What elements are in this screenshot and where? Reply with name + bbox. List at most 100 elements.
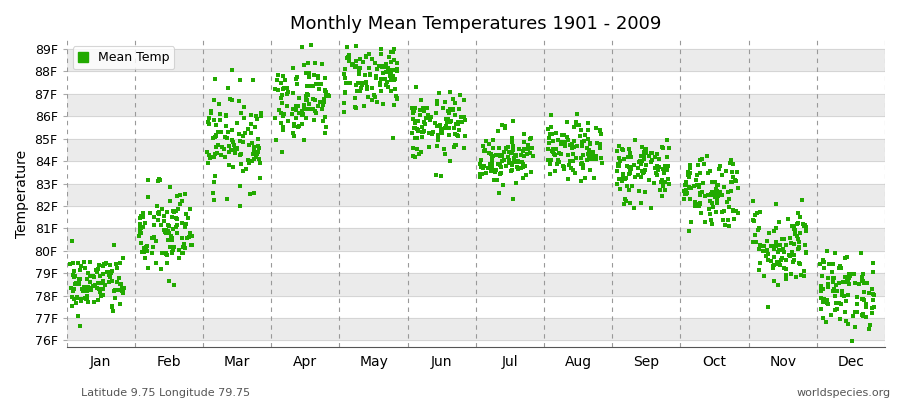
Point xyxy=(548,168,562,174)
Point xyxy=(132,232,147,239)
Point xyxy=(110,265,124,271)
Point xyxy=(352,67,366,73)
Point xyxy=(524,168,538,175)
Point xyxy=(416,104,430,111)
Point xyxy=(692,202,706,209)
Point xyxy=(105,278,120,284)
Point xyxy=(81,284,95,290)
Point xyxy=(200,149,214,155)
Point xyxy=(863,322,878,328)
Point xyxy=(451,120,465,127)
Point xyxy=(268,114,283,121)
Point xyxy=(167,282,182,288)
Text: Jan: Jan xyxy=(90,355,112,369)
Point xyxy=(710,182,724,188)
Point xyxy=(151,176,166,182)
Point xyxy=(441,108,455,114)
Point xyxy=(639,162,653,168)
Point xyxy=(363,72,377,78)
Point xyxy=(709,198,724,204)
Point xyxy=(454,118,469,125)
Point xyxy=(656,183,670,189)
Point xyxy=(507,154,521,161)
Point xyxy=(355,80,369,86)
Point xyxy=(253,175,267,182)
Point xyxy=(660,167,674,173)
Point xyxy=(510,159,525,166)
Point xyxy=(374,51,388,58)
Point xyxy=(611,162,625,169)
Point xyxy=(365,56,380,62)
Point xyxy=(562,158,577,164)
Point xyxy=(431,136,446,142)
Point xyxy=(361,93,375,100)
Point xyxy=(437,99,452,106)
Bar xyxy=(67,139,885,161)
Point xyxy=(610,168,625,174)
Point xyxy=(499,125,513,132)
Point xyxy=(568,170,582,176)
Point xyxy=(724,188,738,194)
Point xyxy=(828,306,842,313)
Point xyxy=(418,115,433,122)
Point xyxy=(379,64,393,70)
Point xyxy=(548,130,562,136)
Point xyxy=(655,144,670,150)
Point xyxy=(847,271,861,278)
Point xyxy=(547,151,562,157)
Point xyxy=(390,66,404,72)
Point xyxy=(709,186,724,192)
Point xyxy=(635,170,650,176)
Point xyxy=(582,140,597,147)
Point xyxy=(679,180,693,186)
Point xyxy=(521,146,535,152)
Point xyxy=(708,209,723,215)
Point xyxy=(556,163,571,169)
Point xyxy=(500,162,514,169)
Point xyxy=(486,136,500,143)
Point xyxy=(72,281,86,288)
Point xyxy=(500,143,515,150)
Point xyxy=(171,206,185,212)
Point xyxy=(569,122,583,128)
Point xyxy=(752,209,767,215)
Point xyxy=(790,246,805,252)
Point xyxy=(787,226,801,232)
Point xyxy=(175,198,189,204)
Point xyxy=(107,288,122,294)
Point xyxy=(302,83,317,89)
Point xyxy=(147,222,161,228)
Point xyxy=(318,75,332,81)
Point xyxy=(773,261,788,268)
Point xyxy=(73,276,87,282)
Point xyxy=(155,206,169,212)
Point xyxy=(726,216,741,222)
Point xyxy=(678,191,692,198)
Point xyxy=(103,273,117,280)
Point xyxy=(712,166,726,172)
Point xyxy=(446,125,461,132)
Point xyxy=(209,133,223,139)
Point xyxy=(634,158,649,164)
Point xyxy=(829,300,843,307)
Point xyxy=(220,85,235,92)
Point xyxy=(623,168,637,175)
Point xyxy=(165,237,179,243)
Point xyxy=(307,117,321,123)
Point xyxy=(139,244,153,250)
Point xyxy=(230,146,244,152)
Point xyxy=(244,112,258,118)
Point xyxy=(108,261,122,268)
Point xyxy=(355,81,369,88)
Point xyxy=(138,254,152,261)
Point xyxy=(775,247,789,254)
Text: Aug: Aug xyxy=(564,355,591,369)
Point xyxy=(211,129,225,135)
Point xyxy=(224,146,238,153)
Point xyxy=(543,131,557,138)
Point xyxy=(795,196,809,203)
Point xyxy=(379,61,393,68)
Point xyxy=(134,230,148,236)
Point xyxy=(850,301,865,307)
Point xyxy=(160,252,175,258)
